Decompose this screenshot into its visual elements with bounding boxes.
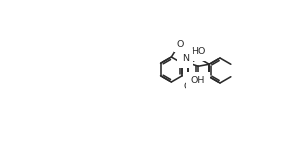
Text: O: O [184, 82, 191, 91]
Text: HO: HO [191, 48, 206, 56]
Text: OH: OH [191, 76, 205, 85]
Text: O: O [177, 40, 184, 49]
Text: N: N [182, 54, 189, 63]
